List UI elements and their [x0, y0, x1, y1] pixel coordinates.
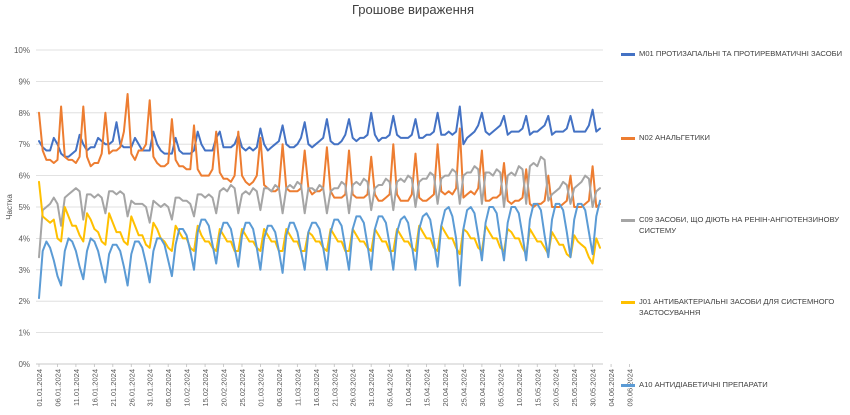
y-tick-label: 1%	[18, 329, 30, 338]
x-tick-label: 30.04.2024	[478, 369, 487, 407]
x-tick-label: 25.02.2024	[238, 369, 247, 407]
x-tick-label: 11.03.2024	[293, 369, 302, 406]
x-tick-label: 04.06.2024	[607, 369, 616, 407]
legend-label: M01 ПРОТИЗАПАЛЬНІ ТА ПРОТИРЕВМАТИЧНІ ЗАС…	[639, 49, 843, 58]
y-tick-label: 5%	[18, 203, 30, 212]
legend-label: C09 ЗАСОБИ, ЩО ДІЮТЬ НА РЕНІН-АНГІОТЕНЗИ…	[639, 215, 840, 235]
y-tick-label: 7%	[18, 140, 30, 149]
y-tick-label: 0%	[18, 360, 30, 369]
x-tick-label: 25.04.2024	[459, 369, 468, 407]
legend-item-4: J01 АНТИБАКТЕРІАЛЬНІ ЗАСОБИ ДЛЯ СИСТЕМНО…	[621, 296, 847, 318]
legend-label: N02 АНАЛЬГЕТИКИ	[639, 133, 710, 142]
y-tick-label: 9%	[18, 77, 30, 86]
legend-swatch	[621, 137, 635, 140]
y-axis-label: Частка	[5, 194, 14, 220]
x-tick-label: 31.01.2024	[146, 369, 155, 407]
x-tick-label: 06.01.2024	[53, 369, 62, 407]
legend-item-3: C09 ЗАСОБИ, ЩО ДІЮТЬ НА РЕНІН-АНГІОТЕНЗИ…	[621, 214, 847, 236]
x-tick-label: 26.01.2024	[127, 369, 136, 407]
series-line-2	[38, 93, 601, 208]
x-tick-label: 10.05.2024	[515, 369, 524, 407]
x-tick-label: 20.05.2024	[552, 369, 561, 407]
x-tick-label: 30.05.2024	[589, 369, 598, 407]
y-tick-label: 4%	[18, 234, 30, 243]
x-tick-label: 06.03.2024	[275, 369, 284, 407]
series-line-5	[38, 199, 601, 300]
x-tick-label: 09.06.2024	[626, 369, 635, 407]
x-tick-label: 26.03.2024	[349, 369, 358, 407]
series-line-1	[38, 105, 601, 158]
legend-item-1: M01 ПРОТИЗАПАЛЬНІ ТА ПРОТИРЕВМАТИЧНІ ЗАС…	[621, 48, 842, 59]
x-tick-label: 11.01.2024	[72, 369, 81, 406]
x-tick-label: 15.05.2024	[533, 369, 542, 407]
x-tick-label: 21.03.2024	[330, 369, 339, 407]
legend-label: A10 АНТИДІАБЕТИЧНІ ПРЕПАРАТИ	[639, 380, 768, 389]
x-tick-label: 05.02.2024	[164, 369, 173, 407]
y-tick-label: 10%	[14, 46, 30, 55]
x-tick-label: 16.01.2024	[90, 369, 99, 407]
x-tick-label: 20.04.2024	[441, 369, 450, 407]
chart-title: Грошове вираження	[352, 2, 474, 17]
legend-label: J01 АНТИБАКТЕРІАЛЬНІ ЗАСОБИ ДЛЯ СИСТЕМНО…	[639, 297, 835, 317]
legend-swatch	[621, 301, 635, 304]
series-line-3	[38, 155, 601, 259]
y-tick-label: 3%	[18, 266, 30, 275]
y-tick-label: 6%	[18, 172, 30, 181]
x-tick-label: 10.04.2024	[404, 369, 413, 407]
legend-swatch	[621, 219, 635, 222]
x-tick-label: 05.04.2024	[386, 369, 395, 407]
legend-item-2: N02 АНАЛЬГЕТИКИ	[621, 132, 710, 143]
x-tick-label: 31.03.2024	[367, 369, 376, 407]
x-tick-label: 16.03.2024	[312, 369, 321, 407]
y-tick-label: 2%	[18, 297, 30, 306]
x-tick-label: 15.02.2024	[201, 369, 210, 407]
x-tick-label: 21.01.2024	[109, 369, 118, 407]
legend-item-5: A10 АНТИДІАБЕТИЧНІ ПРЕПАРАТИ	[621, 379, 768, 390]
y-tick-label: 8%	[18, 109, 30, 118]
x-tick-label: 05.05.2024	[496, 369, 505, 407]
x-tick-label: 01.01.2024	[35, 369, 44, 407]
x-tick-label: 20.02.2024	[220, 369, 229, 407]
x-tick-label: 15.04.2024	[423, 369, 432, 407]
x-tick-label: 01.03.2024	[256, 369, 265, 407]
x-tick-label: 25.05.2024	[570, 369, 579, 407]
legend-swatch	[621, 53, 635, 56]
x-tick-label: 10.02.2024	[183, 369, 192, 407]
legend-swatch	[621, 384, 635, 387]
